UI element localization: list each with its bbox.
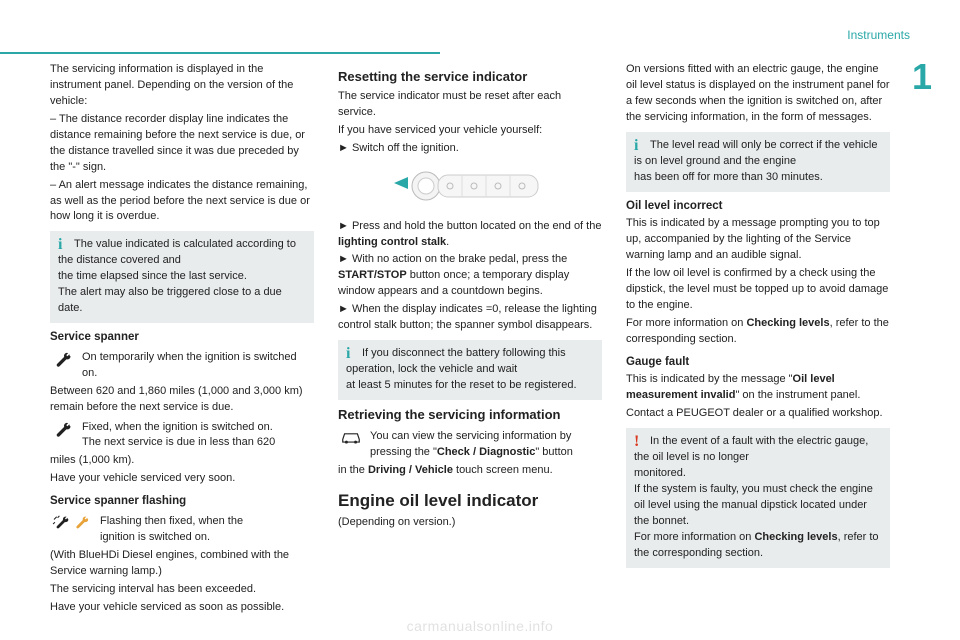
body-text: The servicing information is displayed i… [50,62,314,110]
heading-gauge-fault: Gauge fault [626,354,890,371]
body-text: This is indicated by the message "Oil le… [626,372,890,404]
icon-text: Fixed, when the ignition is switched on.… [82,420,314,452]
car-icon [338,429,364,448]
watermark: carmanualsonline.info [0,618,960,634]
text-line: Fixed, when the ignition is switched on. [82,421,273,433]
icon-row: You can view the servicing information b… [338,429,602,461]
body-text: (Depending on version.) [338,515,602,531]
text-span: " button [535,446,573,458]
body-text: If the low oil level is confirmed by a c… [626,266,890,314]
chapter-number: 1 [912,56,932,98]
section-title: Instruments [847,28,910,42]
warning-box: !In the event of a fault with the electr… [626,428,890,568]
heading-service-spanner: Service spanner [50,329,314,346]
heading-spanner-flashing: Service spanner flashing [50,493,314,510]
body-text: ► When the display indicates =0, release… [338,302,602,334]
bold-text: Driving / Vehicle [368,464,453,476]
body-text: (With BlueHDi Diesel engines, combined w… [50,548,314,580]
bold-text: Checking levels [746,317,829,329]
body-text: If you have serviced your vehicle yourse… [338,123,602,139]
body-text: For more information on Checking levels,… [626,316,890,348]
info-text: at least 5 minutes for the reset to be r… [346,378,594,394]
warning-text: In the event of a fault with the electri… [634,435,868,463]
info-icon: i [346,346,362,362]
info-box: iIf you disconnect the battery following… [338,340,602,400]
warning-text: monitored. [634,466,882,482]
info-text: The value indicated is calculated accord… [58,238,296,266]
spanner-flash-icon [50,514,94,536]
body-text: miles (1,000 km). [50,453,314,469]
body-text: Contact a PEUGEOT dealer or a qualified … [626,406,890,422]
info-text: has been off for more than 30 minutes. [634,170,882,186]
body-text: Have your vehicle serviced as soon as po… [50,600,314,616]
icon-text: Flashing then fixed, when the ignition i… [100,514,314,546]
bold-text: Check / Diagnostic [437,446,535,458]
body-text: The service indicator must be reset afte… [338,89,602,121]
heading-resetting: Resetting the service indicator [338,68,602,87]
icon-row: Fixed, when the ignition is switched on.… [50,420,314,452]
icon-text: On temporarily when the ignition is swit… [82,350,314,382]
text-span: " on the instrument panel. [735,389,860,401]
text-span: touch screen menu. [453,464,553,476]
spanner-icon [50,420,76,444]
heading-oil-incorrect: Oil level incorrect [626,198,890,215]
info-text: The alert may also be triggered close to… [58,285,306,317]
text-span: . [446,236,449,248]
body-text: – The distance recorder display line ind… [50,112,314,176]
column-2: Resetting the service indicator The serv… [338,62,602,630]
warning-icon: ! [634,434,650,450]
header-accent-bar [0,52,440,54]
body-text: The servicing interval has been exceeded… [50,582,314,598]
body-text: ► Press and hold the button located on t… [338,219,602,251]
text-span: For more information on [634,531,754,543]
body-text: – An alert message indicates the distanc… [50,178,314,226]
text-line: Flashing then fixed, when the [100,515,243,527]
content-columns: The servicing information is displayed i… [50,62,890,630]
heading-retrieving: Retrieving the servicing information [338,406,602,425]
body-text: in the Driving / Vehicle touch screen me… [338,463,602,479]
text-span: ► Press and hold the button located on t… [338,220,601,232]
warning-text: For more information on Checking levels,… [634,530,882,562]
column-1: The servicing information is displayed i… [50,62,314,630]
icon-row: Flashing then fixed, when the ignition i… [50,514,314,546]
text-span: ► With no action on the brake pedal, pre… [338,253,567,265]
text-span: in the [338,464,368,476]
heading-engine-oil: Engine oil level indicator [338,489,602,514]
info-text: the time elapsed since the last service. [58,269,306,285]
bold-text: START/STOP [338,269,407,281]
text-span: For more information on [626,317,746,329]
stalk-illustration [390,161,550,211]
body-text: ► With no action on the brake pedal, pre… [338,252,602,300]
icon-text: You can view the servicing information b… [370,429,602,461]
info-icon: i [634,138,650,154]
bold-text: lighting control stalk [338,236,446,248]
column-3: On versions fitted with an electric gaug… [626,62,890,630]
body-text: On versions fitted with an electric gaug… [626,62,890,126]
text-span: This is indicated by the message " [626,373,793,385]
info-icon: i [58,237,74,253]
body-text: ► Switch off the ignition. [338,141,602,157]
body-text: Have your vehicle serviced very soon. [50,471,314,487]
info-text: The level read will only be correct if t… [634,139,877,167]
text-line: ignition is switched on. [100,531,210,543]
text-line: The next service is due in less than 620 [82,436,275,448]
warning-text: If the system is faulty, you must check … [634,482,882,530]
info-text: If you disconnect the battery following … [346,347,566,375]
icon-row: On temporarily when the ignition is swit… [50,350,314,382]
body-text: This is indicated by a message prompting… [626,216,890,264]
info-box: iThe value indicated is calculated accor… [50,231,314,323]
info-box: iThe level read will only be correct if … [626,132,890,192]
bold-text: Checking levels [754,531,837,543]
body-text: Between 620 and 1,860 miles (1,000 and 3… [50,384,314,416]
spanner-icon [50,350,76,374]
